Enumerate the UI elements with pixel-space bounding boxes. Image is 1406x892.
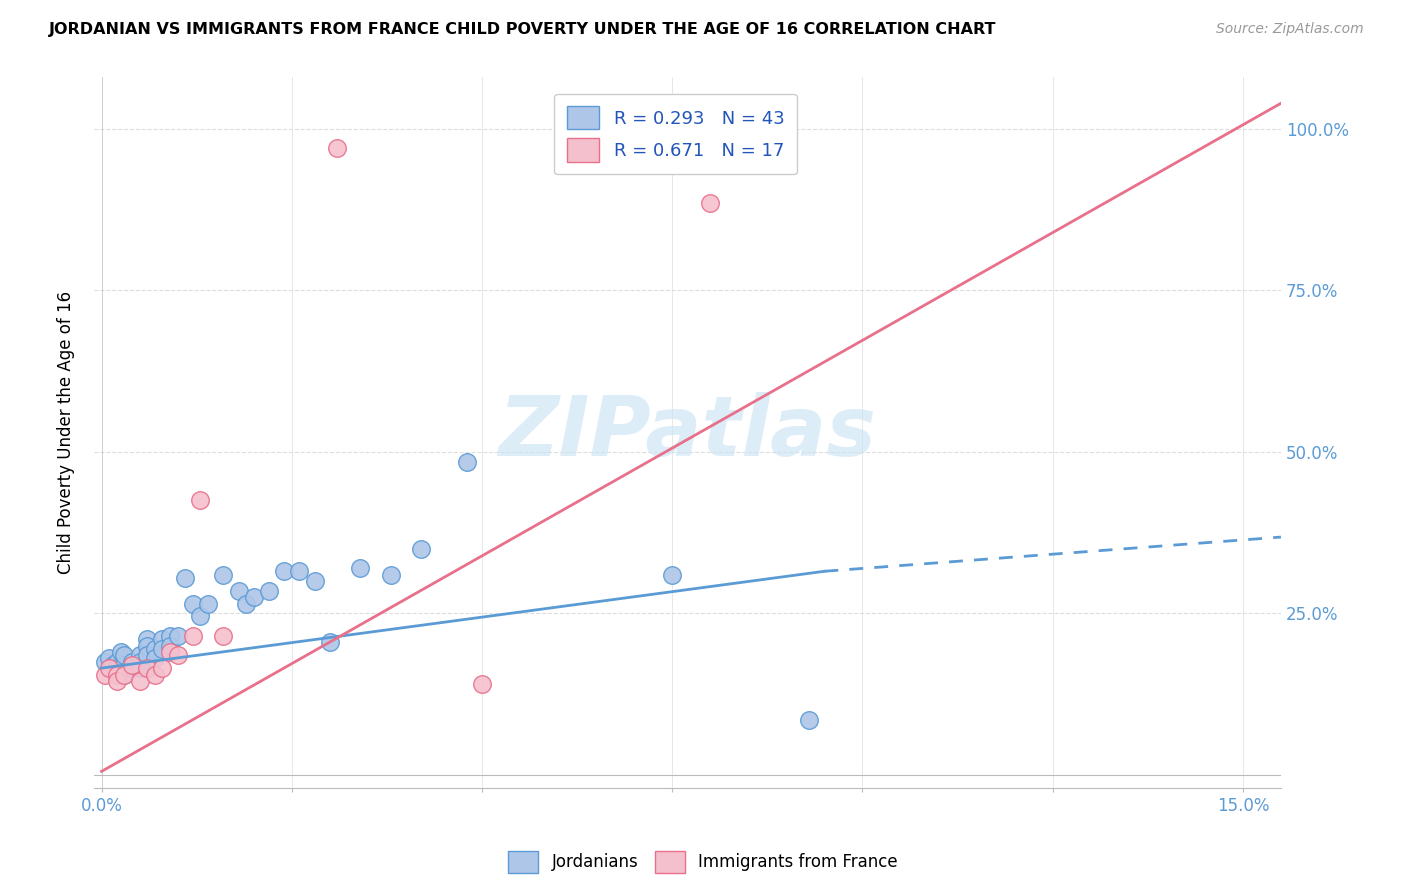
Point [699, 196, 721, 211]
Point [152, 641, 174, 656]
Point [159, 645, 181, 659]
Point [411, 541, 433, 556]
Point [110, 645, 132, 659]
Point [471, 677, 494, 691]
Point [197, 597, 219, 611]
Point [136, 632, 159, 646]
Point [166, 648, 188, 663]
Point [143, 667, 166, 681]
Point [288, 564, 311, 578]
Point [136, 639, 159, 653]
Point [105, 673, 128, 688]
Point [212, 567, 235, 582]
Point [112, 657, 135, 672]
Point [112, 667, 135, 681]
Point [319, 635, 342, 649]
Point [799, 713, 821, 727]
Point [166, 629, 188, 643]
Point [159, 639, 181, 653]
Point [112, 648, 135, 663]
Y-axis label: Child Poverty Under the Age of 16: Child Poverty Under the Age of 16 [58, 291, 75, 574]
Point [128, 648, 150, 663]
Point [121, 657, 143, 672]
Legend: R = 0.293   N = 43, R = 0.671   N = 17: R = 0.293 N = 43, R = 0.671 N = 17 [554, 94, 797, 174]
Point [190, 609, 212, 624]
Point [121, 655, 143, 669]
Point [105, 661, 128, 675]
Point [174, 571, 197, 585]
Point [128, 673, 150, 688]
Point [326, 141, 349, 155]
Point [661, 567, 683, 582]
Point [121, 661, 143, 675]
Point [136, 648, 159, 663]
Point [304, 574, 326, 588]
Point [152, 661, 174, 675]
Point [105, 667, 128, 681]
Point [101, 657, 124, 672]
Point [98, 651, 121, 665]
Text: ZIPatlas: ZIPatlas [499, 392, 876, 473]
Point [128, 655, 150, 669]
Point [143, 641, 166, 656]
Point [456, 454, 478, 468]
Point [228, 583, 250, 598]
Point [159, 629, 181, 643]
Point [94, 667, 117, 681]
Point [136, 661, 159, 675]
Point [235, 597, 257, 611]
Point [380, 567, 402, 582]
Point [98, 661, 121, 675]
Text: Source: ZipAtlas.com: Source: ZipAtlas.com [1216, 22, 1364, 37]
Point [143, 651, 166, 665]
Point [257, 583, 280, 598]
Point [273, 564, 295, 578]
Point [190, 493, 212, 508]
Point [128, 661, 150, 675]
Point [181, 629, 204, 643]
Legend: Jordanians, Immigrants from France: Jordanians, Immigrants from France [502, 845, 904, 880]
Point [112, 667, 135, 681]
Point [212, 629, 235, 643]
Text: JORDANIAN VS IMMIGRANTS FROM FRANCE CHILD POVERTY UNDER THE AGE OF 16 CORRELATIO: JORDANIAN VS IMMIGRANTS FROM FRANCE CHIL… [49, 22, 997, 37]
Point [242, 590, 264, 604]
Point [105, 655, 128, 669]
Point [152, 632, 174, 646]
Point [181, 597, 204, 611]
Point [349, 561, 371, 575]
Point [94, 655, 117, 669]
